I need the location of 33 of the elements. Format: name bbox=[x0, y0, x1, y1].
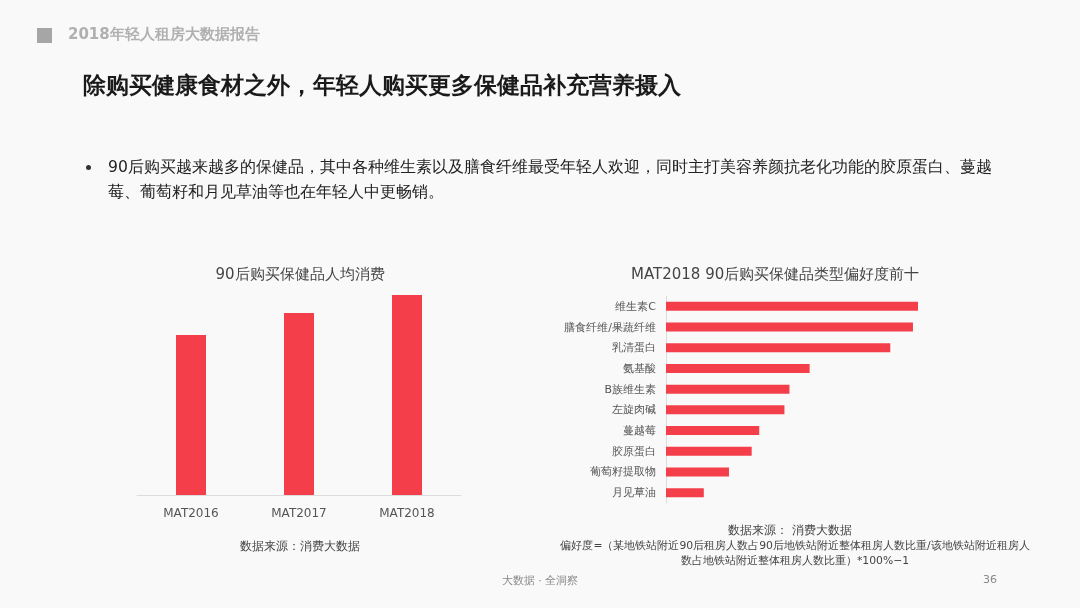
y-tick-label: 左旋肉碱 bbox=[612, 403, 656, 417]
bar bbox=[666, 301, 918, 311]
y-tick-label: 维生素C bbox=[615, 299, 657, 313]
y-tick-label: B族维生素 bbox=[604, 382, 656, 396]
bar bbox=[666, 446, 752, 456]
chart-title: MAT2018 90后购买保健品类型偏好度前十 bbox=[631, 264, 920, 283]
y-tick-label: 蔓越莓 bbox=[623, 424, 656, 438]
y-tick-label: 膳食纤维/果蔬纤维 bbox=[564, 320, 656, 334]
text: 除购买健康食材之外，年轻人购买更多保健品补充营养摄入 bbox=[83, 71, 681, 100]
text: 90后购买越来越多的保健品，其中各种维生素以及膳食纤维最受年轻人欢迎，同时主打美容养颜抗老化功能的胶原蛋白、蔓越莓、葡萄籽和月见草油等也在年轻人中更畅销。 bbox=[108, 158, 992, 201]
bar bbox=[666, 405, 785, 415]
text: 偏好度=（某地铁站附近90后租房人数占90后地铁站附近整体租房人数比重/该地铁站附近租房人数占地铁站附近整体租房人数比重）*100%−1 bbox=[560, 538, 1030, 568]
x-tick-label: MAT2017 bbox=[271, 506, 327, 520]
bar bbox=[666, 488, 704, 498]
chart-title: 90后购买保健品人均消费 bbox=[215, 264, 385, 283]
bar bbox=[666, 384, 790, 394]
bar bbox=[666, 426, 760, 436]
text: 2018年轻人租房大数据报告 bbox=[68, 25, 260, 44]
y-tick-label: 氨基酸 bbox=[623, 361, 656, 375]
text: 36 bbox=[982, 573, 998, 586]
x-tick-label: MAT2016 bbox=[163, 506, 219, 520]
bar bbox=[666, 363, 810, 373]
source-note: 数据来源： 消费大数据 bbox=[727, 523, 853, 538]
text: 大数据 · 全洞察 bbox=[500, 573, 580, 588]
source-note: 数据来源：消费大数据 bbox=[239, 539, 361, 554]
bar bbox=[666, 343, 891, 353]
bar bbox=[666, 467, 729, 477]
y-tick-label: 葡萄籽提取物 bbox=[590, 465, 656, 479]
bar bbox=[666, 322, 913, 332]
y-tick-label: 乳清蛋白 bbox=[612, 341, 656, 355]
y-tick-label: 月见草油 bbox=[612, 486, 656, 500]
x-tick-label: MAT2018 bbox=[379, 506, 435, 520]
y-tick-label: 胶原蛋白 bbox=[612, 444, 656, 458]
